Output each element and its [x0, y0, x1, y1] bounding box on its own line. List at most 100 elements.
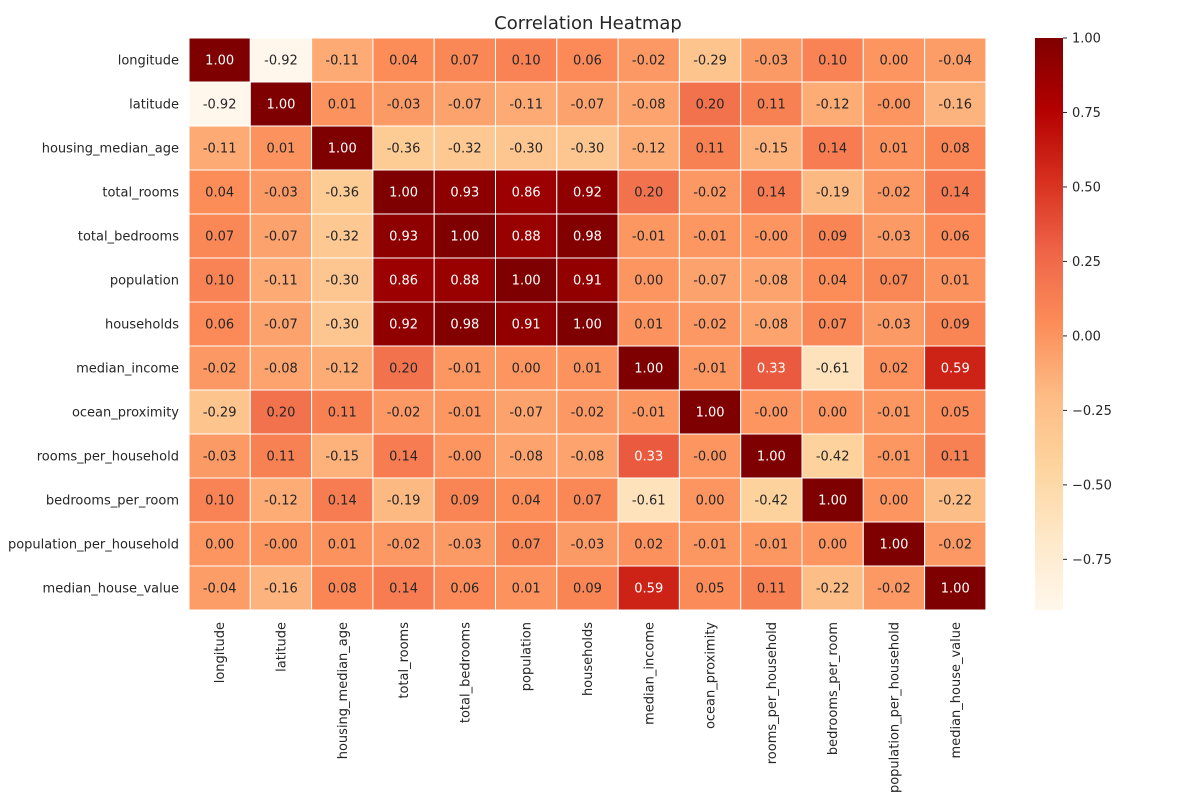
x-tick-label: population_per_household — [887, 622, 902, 793]
cell-value-label: 0.04 — [512, 494, 541, 509]
cell-value-label: 1.00 — [818, 494, 847, 509]
cell-value-label: 0.86 — [512, 186, 541, 201]
x-tick-label: ocean_proximity — [704, 622, 719, 729]
cell-value-label: -0.03 — [203, 450, 237, 465]
cell-value-label: -0.00 — [693, 450, 727, 465]
heatmap-cell — [188, 301, 251, 347]
heatmap-cell — [740, 433, 803, 479]
cell-value-label: 0.08 — [328, 582, 357, 597]
cell-value-label: -0.02 — [632, 54, 666, 69]
cell-value-label: -0.30 — [509, 142, 543, 157]
heatmap-cell — [924, 125, 987, 171]
cell-value-label: 0.20 — [696, 98, 725, 113]
cell-value-label: 0.00 — [634, 274, 663, 289]
cell-value-label: -0.01 — [448, 406, 482, 421]
heatmap-cell — [249, 477, 313, 523]
cell-value-label: 0.06 — [941, 230, 970, 245]
heatmap-cell — [678, 169, 742, 215]
heatmap-cell — [188, 433, 251, 479]
cell-value-label: -0.03 — [877, 318, 911, 333]
cell-value-label: 0.98 — [573, 230, 602, 245]
chart-title: Correlation Heatmap — [494, 13, 682, 34]
heatmap-cell — [372, 345, 435, 391]
heatmap-cell — [249, 521, 313, 567]
heatmap-cell — [862, 213, 926, 259]
heatmap-cell — [311, 213, 374, 259]
cell-value-label: 0.04 — [389, 54, 418, 69]
x-tick-label: households — [581, 622, 596, 696]
cell-value-label: 0.91 — [573, 274, 602, 289]
cell-value-label: 0.08 — [941, 142, 970, 157]
heatmap-cell — [495, 521, 558, 567]
cell-value-label: 0.33 — [757, 362, 786, 377]
cell-value-label: -0.00 — [264, 538, 298, 553]
cell-value-label: -0.61 — [816, 362, 850, 377]
heatmap-cell — [740, 257, 803, 303]
cell-value-label: 1.00 — [450, 230, 479, 245]
heatmap-cell — [678, 213, 742, 259]
heatmap-cell — [617, 389, 680, 435]
colorbar-tick-label: −0.50 — [1072, 478, 1112, 493]
heatmap-cell — [862, 389, 926, 435]
cell-value-label: 0.11 — [266, 450, 295, 465]
cell-value-label: 0.33 — [634, 450, 663, 465]
cell-value-label: -0.02 — [693, 318, 727, 333]
cell-value-label: 0.93 — [450, 186, 479, 201]
cell-value-label: 0.11 — [757, 582, 786, 597]
heatmap-cell — [617, 565, 680, 611]
heatmap-cell — [862, 37, 926, 83]
cell-value-label: -0.32 — [325, 230, 359, 245]
cell-value-label: 1.00 — [879, 538, 908, 553]
heatmap-cell — [801, 257, 864, 303]
cell-value-label: -0.04 — [203, 582, 237, 597]
heatmap-cell — [556, 433, 619, 479]
heatmap-cell — [862, 477, 926, 523]
cell-value-label: -0.07 — [693, 274, 727, 289]
cell-value-label: 1.00 — [696, 406, 725, 421]
heatmap-cell — [188, 125, 251, 171]
y-tick-label: total_rooms — [102, 186, 179, 201]
heatmap-cell — [433, 565, 497, 611]
heatmap-cell — [433, 125, 497, 171]
heatmap-cell — [678, 433, 742, 479]
heatmap-cell — [372, 213, 435, 259]
cell-value-label: 0.98 — [450, 318, 479, 333]
cell-value-label: 0.14 — [328, 494, 357, 509]
cell-value-label: 0.06 — [450, 582, 479, 597]
cell-value-label: 0.10 — [818, 54, 847, 69]
heatmap-cell — [188, 169, 251, 215]
cell-value-label: 0.01 — [512, 582, 541, 597]
heatmap-cell — [372, 169, 435, 215]
x-tick-label: latitude — [274, 622, 289, 672]
heatmap-cell — [188, 257, 251, 303]
cell-value-label: 0.04 — [205, 186, 234, 201]
cell-value-label: 0.01 — [266, 142, 295, 157]
cell-value-label: -0.36 — [387, 142, 421, 157]
cell-value-label: -0.08 — [632, 98, 666, 113]
cell-value-label: -0.01 — [693, 538, 727, 553]
heatmap-cell — [188, 81, 251, 127]
cell-value-label: -0.00 — [448, 450, 482, 465]
heatmap-cell — [495, 301, 558, 347]
cell-value-label: 1.00 — [512, 274, 541, 289]
cell-value-label: 0.88 — [512, 230, 541, 245]
x-tick-label: bedrooms_per_room — [826, 622, 841, 755]
heatmap-cell — [924, 257, 987, 303]
heatmap-cell — [372, 389, 435, 435]
cell-value-label: 0.88 — [450, 274, 479, 289]
cell-value-label: -0.08 — [264, 362, 298, 377]
cell-value-label: -0.32 — [448, 142, 482, 157]
heatmap-cell — [862, 345, 926, 391]
heatmap-cell — [740, 169, 803, 215]
cell-value-label: 1.00 — [634, 362, 663, 377]
cell-value-label: 0.11 — [328, 406, 357, 421]
cell-value-label: -0.01 — [877, 450, 911, 465]
cell-value-label: -0.22 — [816, 582, 850, 597]
heatmap-cell — [678, 81, 742, 127]
cell-value-label: 0.20 — [266, 406, 295, 421]
heatmap-cell-labels: 1.00 -0.92 -0.11 0.04 0.07 0.10 0.06 -0.02 -0.29… — [203, 54, 972, 597]
heatmap-cell — [924, 345, 987, 391]
cell-value-label: -0.11 — [264, 274, 298, 289]
heatmap-cell — [311, 521, 374, 567]
y-tick-label: housing_median_age — [42, 142, 179, 157]
